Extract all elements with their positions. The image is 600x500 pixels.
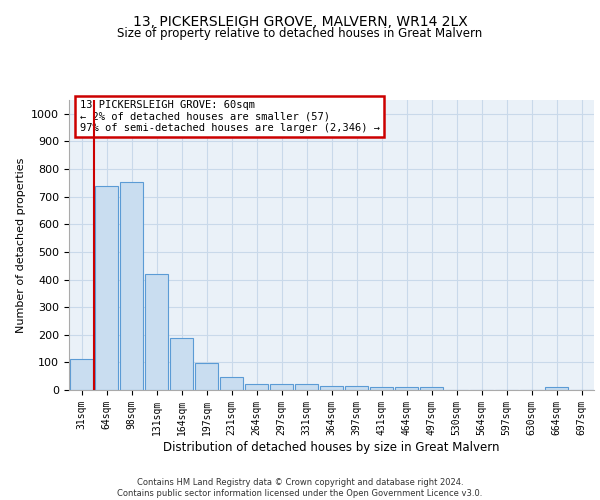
Bar [245,384,268,390]
Bar [95,186,118,390]
Bar [194,363,218,390]
Bar [344,386,368,390]
Bar [295,384,319,390]
Bar [545,387,568,390]
Y-axis label: Number of detached properties: Number of detached properties [16,158,26,332]
Bar [370,387,394,390]
Bar [70,359,94,390]
Bar [145,274,169,390]
Bar [395,387,418,390]
Bar [419,387,443,390]
Bar [320,386,343,390]
X-axis label: Distribution of detached houses by size in Great Malvern: Distribution of detached houses by size … [163,440,500,454]
Text: Size of property relative to detached houses in Great Malvern: Size of property relative to detached ho… [118,28,482,40]
Text: 13, PICKERSLEIGH GROVE, MALVERN, WR14 2LX: 13, PICKERSLEIGH GROVE, MALVERN, WR14 2L… [133,15,467,29]
Bar [220,378,244,390]
Bar [119,182,143,390]
Bar [170,338,193,390]
Text: Contains HM Land Registry data © Crown copyright and database right 2024.
Contai: Contains HM Land Registry data © Crown c… [118,478,482,498]
Bar [269,384,293,390]
Text: 13 PICKERSLEIGH GROVE: 60sqm
← 2% of detached houses are smaller (57)
97% of sem: 13 PICKERSLEIGH GROVE: 60sqm ← 2% of det… [79,100,380,133]
